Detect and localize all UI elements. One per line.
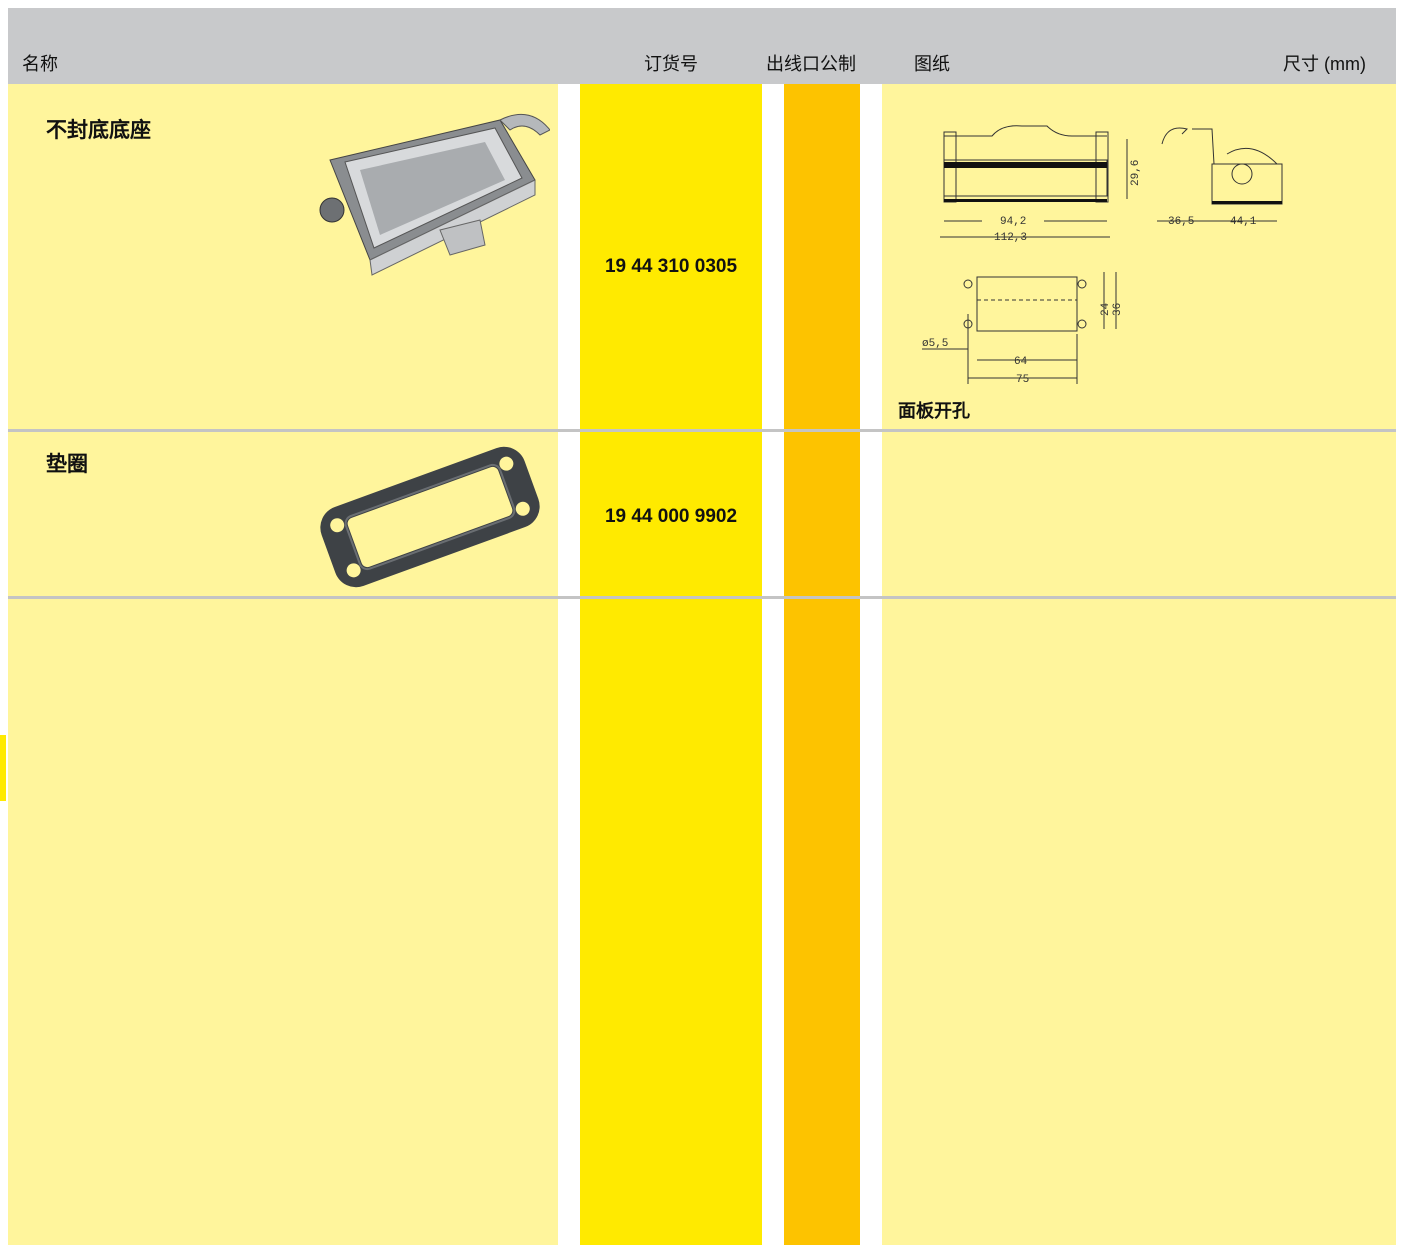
dimension-label: ø5,5	[922, 338, 948, 350]
product-image	[320, 446, 540, 588]
product-name: 垫圈	[46, 453, 88, 476]
dimension-label: 24	[1100, 302, 1112, 316]
column-header: 订货号	[644, 54, 698, 74]
dimension-label: 36	[1112, 303, 1124, 316]
dimension-label: 29,6	[1130, 160, 1142, 186]
product-image	[300, 100, 550, 280]
order-number: 19 44 000 9902	[604, 506, 738, 527]
column-bg	[784, 84, 860, 1245]
column-header: 出线口公制	[766, 54, 856, 74]
edge-marker	[0, 735, 6, 801]
order-number: 19 44 310 0305	[604, 256, 738, 277]
dimension-label: 94,2	[1000, 216, 1026, 228]
column-bg	[580, 84, 762, 1245]
row-separator	[8, 596, 1396, 599]
column-header: 尺寸 (mm)	[1283, 54, 1366, 74]
row-separator	[8, 429, 1396, 432]
column-header: 名称	[22, 54, 58, 74]
technical-drawing: 94,2 112,3 29,6 36,5 44,1 24 36 ø5,5 64 …	[922, 84, 1396, 386]
table-header	[8, 8, 1396, 84]
dimension-label: 75	[1016, 374, 1029, 386]
column-bg	[8, 84, 558, 1245]
column-header: 图纸	[914, 54, 950, 74]
column-bg	[882, 84, 1396, 1245]
dimension-label: 36,5	[1168, 216, 1194, 228]
dimension-label: 44,1	[1230, 216, 1257, 228]
dimension-label: 112,3	[994, 232, 1027, 244]
drawing-caption: 面板开孔	[898, 401, 970, 421]
product-name: 不封底底座	[46, 119, 151, 142]
dimension-label: 64	[1014, 356, 1028, 368]
